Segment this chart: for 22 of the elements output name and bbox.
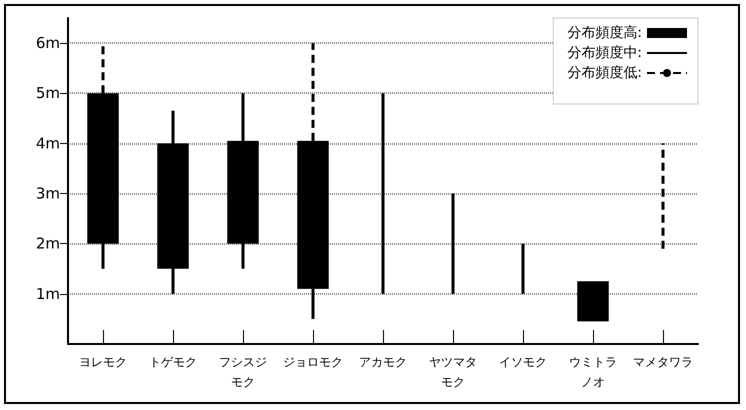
legend-label: 分布頻度低: — [567, 65, 642, 81]
y-tick-label: 1m — [36, 284, 60, 303]
x-tick-label: ヨレモク — [79, 355, 127, 369]
bar — [522, 244, 524, 294]
x-tick-label: フシスジモク — [219, 355, 267, 389]
bar — [382, 93, 384, 294]
y-tick-label: 2m — [36, 234, 60, 253]
y-tick-label: 6m — [36, 34, 60, 52]
legend-label: 分布頻度中: — [567, 45, 642, 61]
legend-label: 分布頻度高: — [567, 25, 642, 41]
y-tick-label: 5m — [36, 84, 60, 102]
x-tick-label: アカモク — [359, 355, 407, 369]
bar — [577, 281, 609, 322]
y-tick-label: 3m — [36, 184, 60, 203]
x-tick-label: マメタワラ — [633, 355, 693, 369]
y-tick-label: 4m — [36, 134, 60, 152]
x-tick-label: イソモク — [499, 355, 547, 369]
x-tick-label: ジョロモク — [283, 355, 343, 369]
x-tick-label: トゲモク — [149, 355, 197, 369]
x-tick-label: ウミトラノオ — [569, 355, 617, 389]
x-tick-label: ヤツマタモク — [429, 355, 477, 389]
bar — [452, 194, 454, 294]
